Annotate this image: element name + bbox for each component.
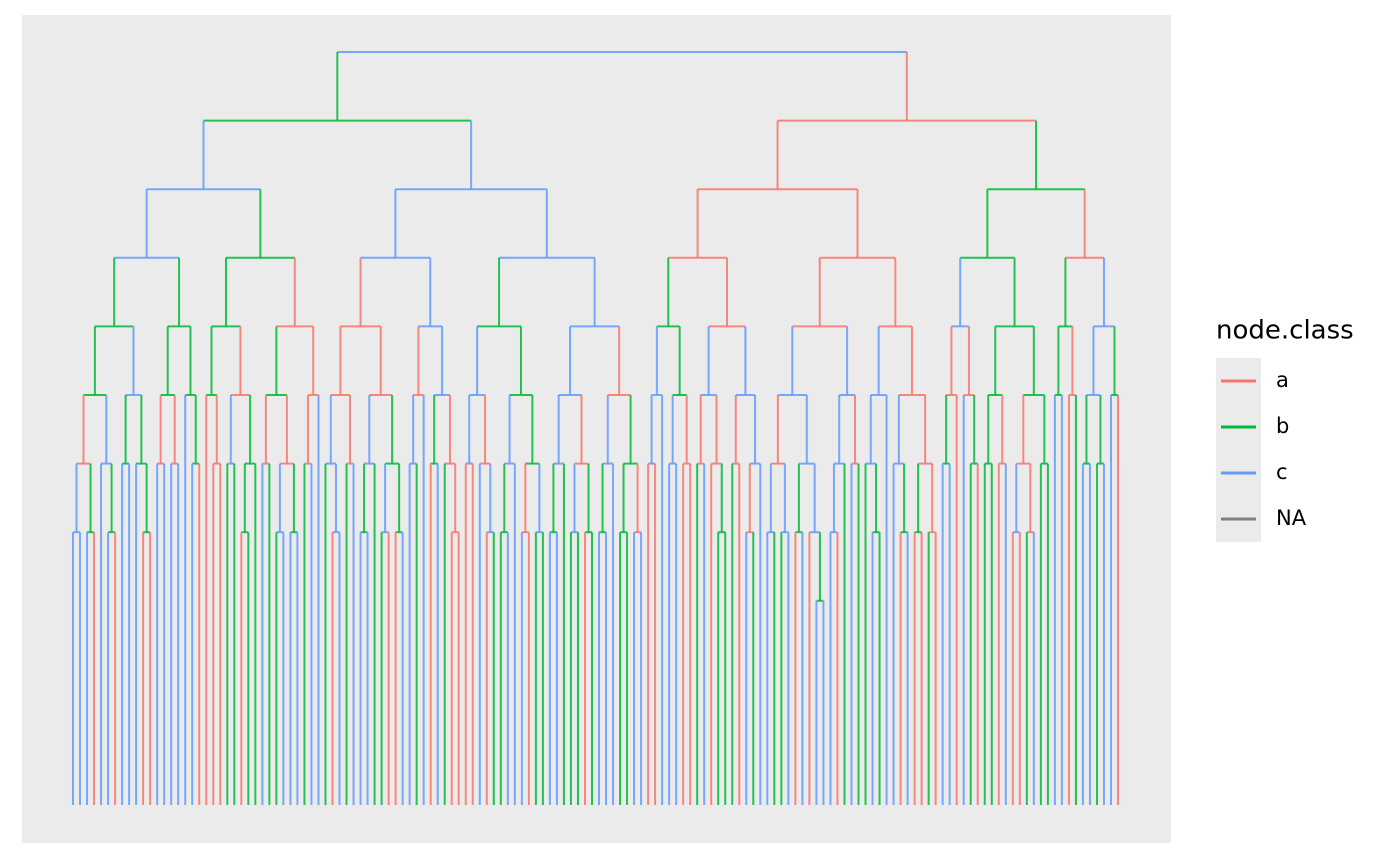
legend-key-background <box>1216 358 1261 542</box>
legend-label: a <box>1276 368 1289 392</box>
legend-label: NA <box>1276 506 1307 530</box>
legend: abc NA <box>1221 368 1307 530</box>
legend-label: c <box>1276 460 1288 484</box>
legend-label: b <box>1276 414 1289 438</box>
legend-title: node.class <box>1216 316 1354 346</box>
dendrogram <box>72 51 1119 805</box>
